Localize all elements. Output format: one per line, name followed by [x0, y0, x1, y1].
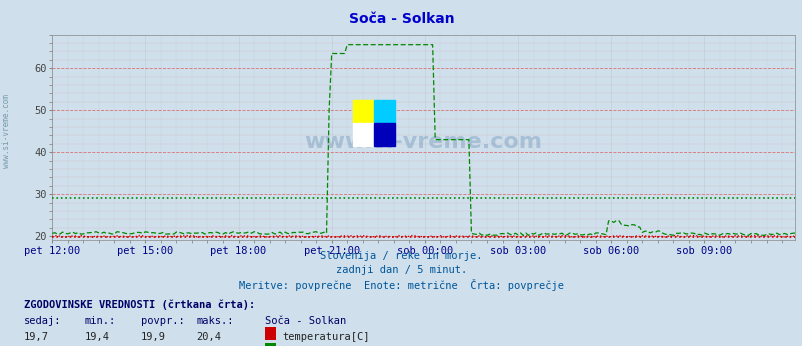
- Text: maks.:: maks.:: [196, 316, 234, 326]
- Text: sedaj:: sedaj:: [24, 316, 62, 326]
- Text: povpr.:: povpr.:: [140, 316, 184, 326]
- Bar: [374, 123, 394, 146]
- Text: www.si-vreme.com: www.si-vreme.com: [304, 131, 542, 152]
- Text: min.:: min.:: [84, 316, 115, 326]
- Text: 19,9: 19,9: [140, 332, 165, 342]
- Text: Soča - Solkan: Soča - Solkan: [265, 316, 346, 326]
- Bar: [353, 100, 374, 123]
- Text: 19,4: 19,4: [84, 332, 109, 342]
- Bar: [374, 100, 394, 123]
- Text: Soča - Solkan: Soča - Solkan: [348, 12, 454, 26]
- Text: ZGODOVINSKE VREDNOSTI (črtkana črta):: ZGODOVINSKE VREDNOSTI (črtkana črta):: [24, 299, 255, 310]
- Text: Slovenija / reke in morje.: Slovenija / reke in morje.: [320, 251, 482, 261]
- Text: Meritve: povprečne  Enote: metrične  Črta: povprečje: Meritve: povprečne Enote: metrične Črta:…: [239, 279, 563, 291]
- Text: zadnji dan / 5 minut.: zadnji dan / 5 minut.: [335, 265, 467, 275]
- Text: 19,7: 19,7: [24, 332, 49, 342]
- Text: 20,4: 20,4: [196, 332, 221, 342]
- Bar: [353, 123, 374, 146]
- Text: temperatura[C]: temperatura[C]: [282, 332, 370, 342]
- Text: www.si-vreme.com: www.si-vreme.com: [2, 94, 11, 169]
